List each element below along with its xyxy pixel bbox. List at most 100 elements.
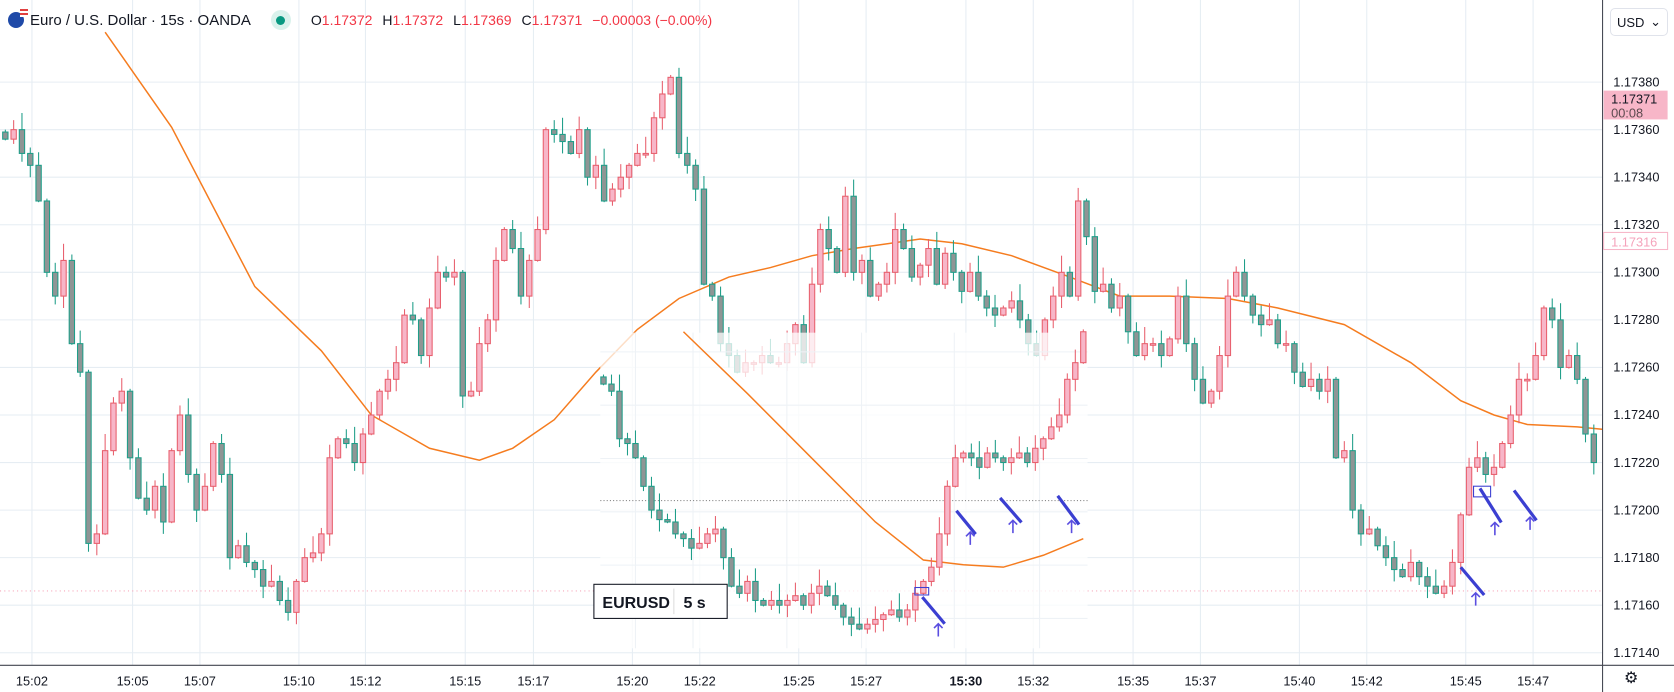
candle-body	[368, 414, 375, 435]
candle-body	[160, 485, 167, 523]
close-value: 1.17371	[531, 12, 583, 28]
candle-body	[992, 452, 999, 459]
candle-body	[684, 152, 691, 166]
candle-body	[1490, 466, 1498, 475]
candle-body	[1141, 343, 1148, 357]
arrow-up-icon	[933, 622, 944, 637]
candle-body	[151, 485, 159, 511]
annotation-line[interactable]	[1512, 489, 1538, 522]
candle-body	[1241, 271, 1248, 297]
candle-body	[1091, 236, 1099, 292]
market-status-icon[interactable]	[270, 10, 291, 30]
currency-label: USD	[1617, 14, 1645, 30]
candle-body	[1590, 433, 1598, 464]
annotation-line[interactable]	[998, 496, 1023, 524]
candle	[226, 457, 234, 570]
drawing-annotations[interactable]	[914, 485, 1538, 637]
candle-body	[692, 164, 699, 190]
candle	[632, 430, 639, 459]
candle-body	[384, 378, 392, 392]
candle-body	[592, 164, 600, 178]
settings-icon[interactable]: ⚙	[1624, 670, 1639, 687]
candle-body	[1507, 414, 1514, 445]
candle-body	[1008, 300, 1015, 309]
candle	[700, 176, 708, 286]
candle	[1274, 313, 1281, 349]
candle-body	[101, 450, 109, 535]
time-tick-label: 15:07	[184, 674, 216, 689]
candle	[526, 254, 533, 308]
high-value: 1.17372	[392, 12, 444, 28]
candle-body	[1374, 528, 1381, 547]
candle-body	[700, 188, 708, 285]
candle	[1016, 436, 1023, 459]
candle	[1116, 283, 1123, 317]
price-tick-label: 1.17300	[1613, 265, 1659, 280]
annotation-line[interactable]	[1056, 494, 1081, 526]
candle-body	[1549, 307, 1556, 321]
inset-legend[interactable]: EURUSD 5 s	[593, 583, 728, 619]
candle-body	[234, 545, 242, 559]
annotation-box[interactable]	[1473, 485, 1492, 498]
candle-body	[1149, 343, 1157, 346]
candle-body	[309, 552, 317, 559]
candle	[76, 330, 84, 377]
candle-body	[251, 561, 259, 571]
candle	[800, 593, 807, 610]
candle	[1008, 448, 1015, 475]
candle-body	[616, 390, 623, 440]
candle-body	[1133, 331, 1140, 357]
candle	[1174, 286, 1182, 344]
candle	[126, 388, 134, 470]
annotation-line[interactable]	[1478, 487, 1503, 524]
candle-body	[434, 271, 441, 309]
candle-body	[1183, 295, 1190, 345]
candle	[259, 560, 267, 599]
candle-body	[696, 542, 703, 549]
candle-body	[1407, 561, 1415, 578]
candle-body	[210, 442, 217, 487]
candle-body	[1032, 447, 1039, 464]
candle-body	[624, 438, 631, 445]
candle-body	[143, 497, 150, 511]
candle-body	[284, 599, 292, 613]
candle-body	[1391, 557, 1398, 571]
candle	[1515, 362, 1523, 424]
candle-body	[983, 295, 990, 309]
candle-body	[1432, 585, 1440, 594]
candle-body	[950, 252, 957, 273]
candle	[1465, 457, 1473, 517]
candle	[176, 405, 184, 456]
inset-chart-5s[interactable]: EURUSD 5 s	[593, 329, 1088, 649]
arrow-up-icon	[1008, 519, 1018, 534]
time-tick-label: 15:20	[616, 674, 648, 689]
currency-dropdown[interactable]: USD ⌄	[1610, 8, 1668, 36]
candle	[850, 179, 857, 281]
time-tick-label: 15:35	[1117, 674, 1149, 689]
candle-body	[1573, 355, 1581, 380]
candle	[43, 198, 51, 278]
candle	[1440, 580, 1448, 599]
candle	[960, 450, 967, 463]
candle	[1149, 337, 1157, 352]
candle-body	[1366, 528, 1373, 535]
annotation-line[interactable]	[921, 596, 946, 625]
symbol-title[interactable]: Euro / U.S. Dollar · 15s · OANDA	[30, 11, 251, 29]
candle	[892, 212, 899, 285]
candle	[1058, 255, 1065, 308]
candle	[752, 568, 759, 613]
candle-body	[1224, 295, 1232, 357]
arrow-up-icons	[933, 516, 1535, 637]
candle	[928, 557, 935, 587]
time-tick-label: 15:02	[16, 674, 48, 689]
candle	[933, 231, 940, 286]
candle-body	[850, 195, 857, 273]
annotation-line[interactable]	[955, 509, 977, 536]
annotation-box[interactable]	[914, 586, 930, 596]
candle	[1241, 259, 1248, 301]
candle-body	[608, 383, 615, 392]
candle-body	[848, 616, 855, 625]
annotation-line[interactable]	[1459, 566, 1486, 597]
